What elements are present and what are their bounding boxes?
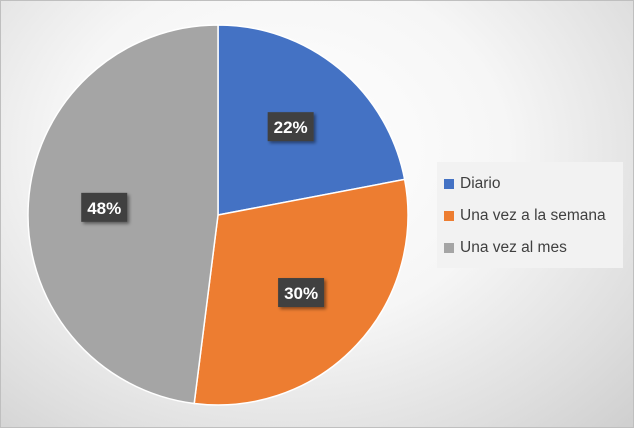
legend: Diario Una vez a la semana Una vez al me… <box>437 162 623 268</box>
legend-label: Una vez al mes <box>460 239 567 256</box>
data-label-box <box>267 112 314 142</box>
data-label: 48% <box>81 192 128 222</box>
data-label-box <box>278 278 325 308</box>
data-label: 30% <box>278 278 325 308</box>
legend-item-una-vez-a-la-semana: Una vez a la semana <box>437 200 623 232</box>
data-label-text: 22% <box>274 118 308 137</box>
legend-label: Diario <box>460 175 501 192</box>
legend-label: Una vez a la semana <box>460 207 606 224</box>
data-label-box <box>81 192 128 222</box>
data-label-text: 30% <box>284 284 318 303</box>
legend-swatch <box>444 243 454 253</box>
legend-item-una-vez-al-mes: Una vez al mes <box>437 232 623 264</box>
data-label-text: 48% <box>87 199 121 218</box>
legend-swatch <box>444 211 454 221</box>
legend-swatch <box>444 179 454 189</box>
data-label: 22% <box>267 112 314 142</box>
legend-item-diario: Diario <box>437 168 623 200</box>
